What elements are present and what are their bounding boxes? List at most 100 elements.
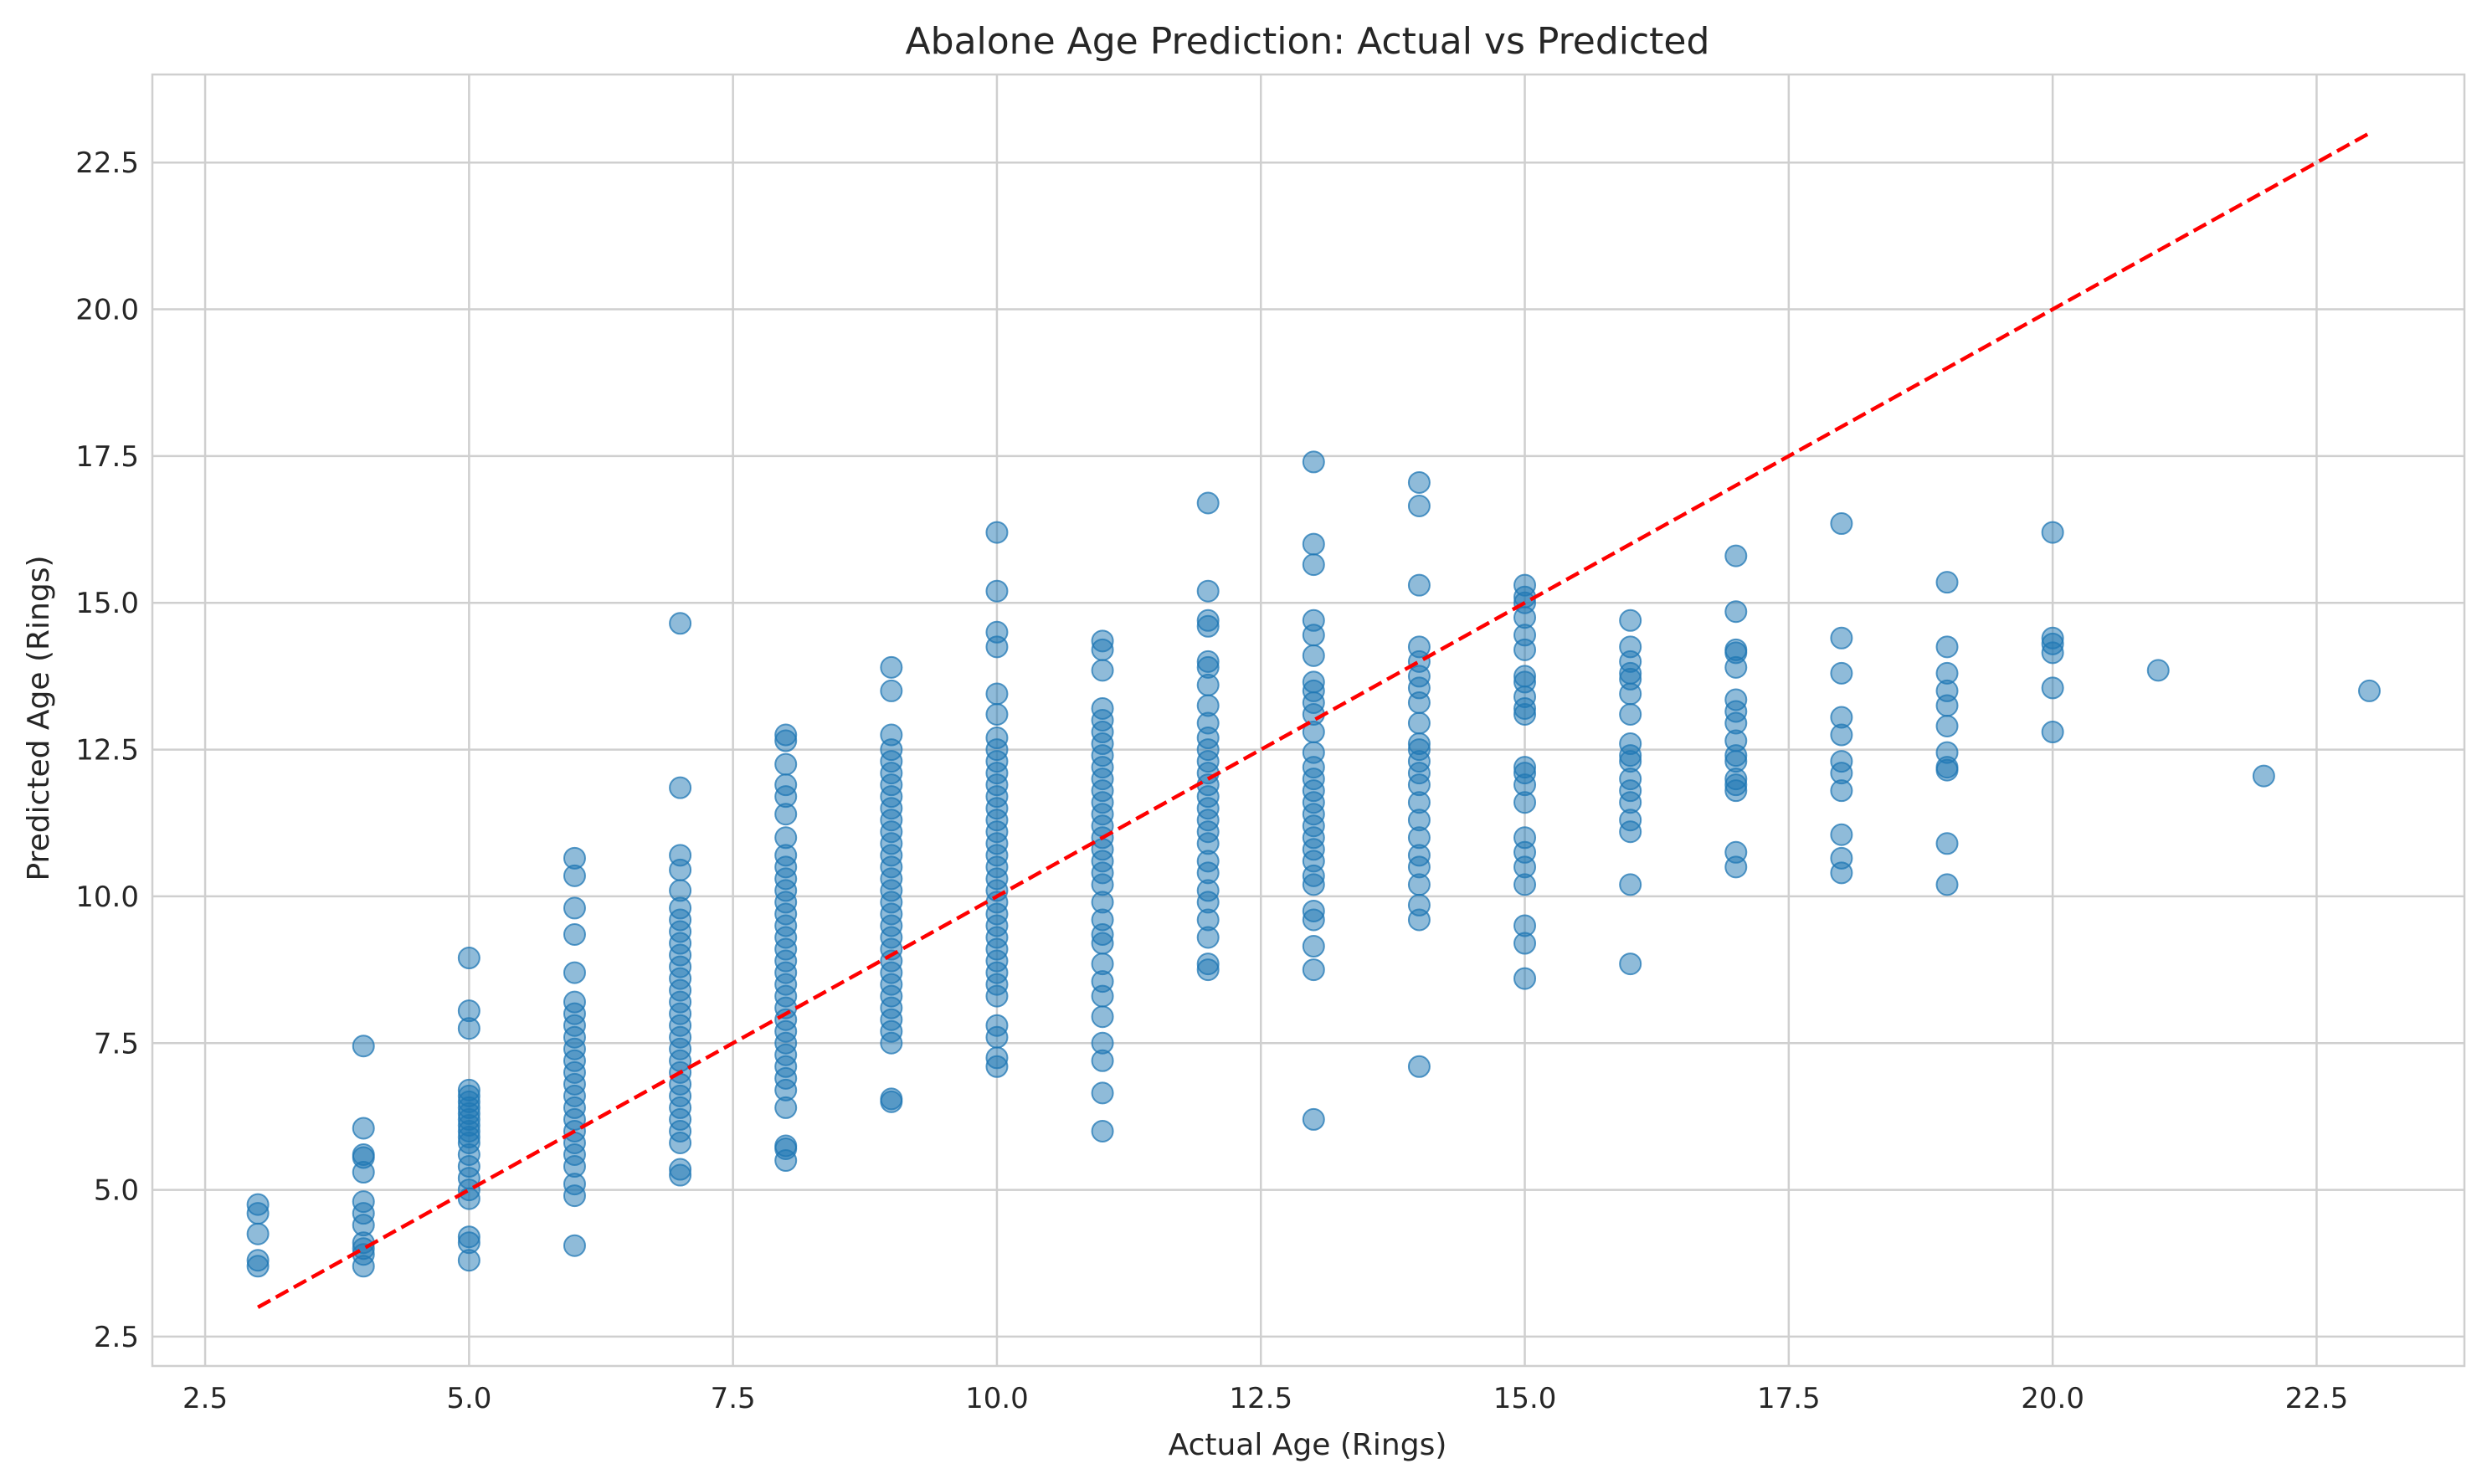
data-point bbox=[1302, 553, 1325, 577]
data-point bbox=[1302, 1107, 1325, 1131]
data-point bbox=[1935, 635, 1959, 659]
y-tick-label: 7.5 bbox=[94, 1027, 139, 1060]
data-point bbox=[774, 752, 798, 776]
y-tick-label: 2.5 bbox=[94, 1321, 139, 1354]
data-point bbox=[1091, 1081, 1114, 1105]
data-point bbox=[774, 826, 798, 850]
data-point bbox=[985, 620, 1009, 644]
data-point bbox=[1830, 661, 1853, 685]
x-tick-labels: 2.5 5.0 7.5 10.0 12.5 15.0 17.5 20.0 22.5 bbox=[182, 1382, 2348, 1415]
data-point bbox=[1830, 706, 1853, 729]
data-point bbox=[1830, 823, 1853, 846]
data-point bbox=[563, 922, 586, 946]
data-point bbox=[1302, 741, 1325, 764]
data-point bbox=[1302, 450, 1325, 474]
data-point bbox=[2041, 676, 2064, 700]
data-point bbox=[1091, 629, 1114, 653]
chart-title: Abalone Age Prediction: Actual vs Predic… bbox=[906, 20, 1710, 63]
data-point bbox=[1619, 702, 1642, 726]
data-point bbox=[1513, 756, 1537, 779]
data-point bbox=[246, 1222, 270, 1245]
data-point bbox=[1302, 958, 1325, 982]
data-point bbox=[1830, 626, 1853, 650]
x-tick-label: 15.0 bbox=[1493, 1382, 1557, 1415]
data-point bbox=[2357, 679, 2381, 702]
data-point bbox=[1302, 899, 1325, 922]
data-point bbox=[563, 1234, 586, 1257]
data-point bbox=[669, 844, 692, 867]
data-point bbox=[1724, 688, 1748, 711]
data-point bbox=[1302, 608, 1325, 632]
data-point bbox=[880, 655, 903, 679]
y-tick-label: 20.0 bbox=[75, 294, 139, 327]
y-tick-label: 15.0 bbox=[75, 587, 139, 620]
data-point bbox=[246, 1193, 270, 1216]
data-point bbox=[2252, 764, 2275, 788]
data-point bbox=[1935, 661, 1959, 685]
data-point bbox=[2041, 521, 2064, 544]
data-point bbox=[1091, 1031, 1114, 1055]
data-point bbox=[1091, 1119, 1114, 1143]
reference-line bbox=[257, 131, 2371, 1309]
x-axis-label: Actual Age (Rings) bbox=[1169, 1428, 1447, 1462]
data-point bbox=[1407, 635, 1431, 659]
data-point bbox=[1407, 893, 1431, 917]
data-point bbox=[1091, 953, 1114, 976]
data-point bbox=[1513, 914, 1537, 937]
data-point bbox=[1407, 470, 1431, 494]
data-point bbox=[1830, 750, 1853, 773]
data-point bbox=[1407, 711, 1431, 735]
data-point bbox=[1407, 495, 1431, 518]
data-point bbox=[1302, 644, 1325, 667]
x-tick-label: 5.0 bbox=[446, 1382, 491, 1415]
y-tick-label: 17.5 bbox=[75, 440, 139, 474]
data-point bbox=[1407, 732, 1431, 756]
data-point bbox=[457, 947, 480, 970]
data-point bbox=[669, 612, 692, 635]
data-point bbox=[1935, 571, 1959, 594]
data-point bbox=[1196, 650, 1220, 673]
data-point bbox=[1724, 840, 1748, 864]
data-point bbox=[880, 679, 903, 702]
data-point bbox=[2041, 626, 2064, 650]
y-tick-label: 22.5 bbox=[75, 146, 139, 180]
data-point bbox=[1196, 953, 1220, 976]
data-point bbox=[774, 773, 798, 797]
y-tick-label: 12.5 bbox=[75, 734, 139, 768]
x-tick-label: 10.0 bbox=[965, 1382, 1029, 1415]
data-point bbox=[1619, 635, 1642, 659]
data-point bbox=[669, 879, 692, 902]
data-point bbox=[1724, 638, 1748, 661]
x-tick-label: 22.5 bbox=[2285, 1382, 2349, 1415]
plot-frame bbox=[151, 73, 2466, 1368]
data-point bbox=[1407, 573, 1431, 597]
data-point bbox=[985, 1014, 1009, 1037]
data-point bbox=[352, 1143, 375, 1167]
x-tick-label: 2.5 bbox=[182, 1382, 228, 1415]
data-point bbox=[985, 1046, 1009, 1070]
data-point bbox=[1830, 846, 1853, 870]
data-point bbox=[352, 1117, 375, 1140]
data-point bbox=[1196, 491, 1220, 515]
data-point bbox=[563, 846, 586, 870]
data-point bbox=[985, 579, 1009, 603]
data-point bbox=[457, 999, 480, 1023]
data-point bbox=[246, 1249, 270, 1272]
data-point bbox=[1619, 953, 1642, 976]
data-point bbox=[563, 896, 586, 920]
data-point bbox=[352, 1035, 375, 1058]
data-point bbox=[774, 1134, 798, 1158]
data-point bbox=[1513, 665, 1537, 688]
data-point bbox=[880, 1087, 903, 1111]
y-tick-labels: 2.5 5.0 7.5 10.0 12.5 15.0 17.5 20.0 22.5 bbox=[75, 146, 139, 1354]
x-tick-label: 7.5 bbox=[711, 1382, 756, 1415]
y-tick-label: 5.0 bbox=[94, 1174, 139, 1208]
data-point bbox=[1724, 600, 1748, 624]
x-tick-label: 12.5 bbox=[1229, 1382, 1292, 1415]
data-point bbox=[669, 776, 692, 799]
data-point bbox=[985, 682, 1009, 706]
y-axis-label: Predicted Age (Rings) bbox=[22, 555, 56, 881]
data-point bbox=[457, 1078, 480, 1101]
data-point bbox=[2146, 659, 2170, 682]
